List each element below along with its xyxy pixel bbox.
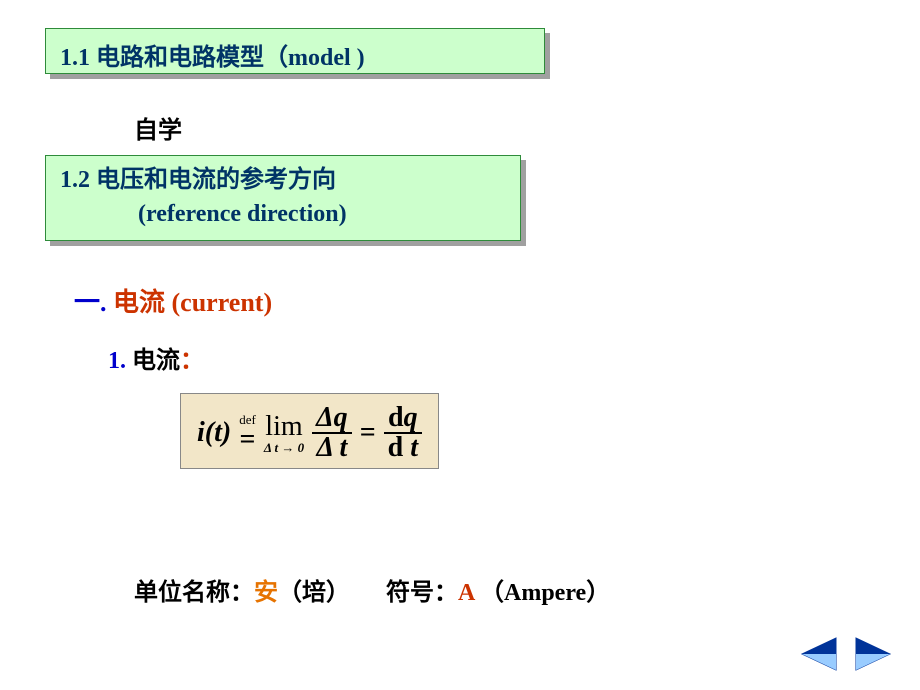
triangle-right-icon [852,636,896,672]
formula-frac-1: Δq Δ t [312,404,352,462]
section-1-title: 1.1 电路和电路模型（model ) [60,45,365,71]
next-button[interactable] [852,636,896,672]
self-study-label: 自学 [134,118,182,144]
formula-frac-2: dq d t [384,404,422,462]
unit-part-1: 安 [254,580,278,606]
self-study-text: 自学 [134,110,182,145]
section-2-title-line2: (reference direction) [60,198,506,232]
subheading-prefix: 1. [108,348,132,374]
prev-button[interactable] [796,636,840,672]
unit-part-3: 符号： [350,580,458,606]
heading-current-main: 电流 (current) [113,288,272,317]
subheading-main: 电流 [132,348,180,374]
formula-eq-2: = [360,417,376,449]
section-1-title-box: 1.1 电路和电路模型（model ) [45,28,545,74]
unit-line: 单位名称：安（培） 符号：A （Ampere） [134,572,610,607]
section-2-title-box: 1.2 电压和电流的参考方向 (reference direction) [45,155,521,241]
subheading-current: 1. 电流： [108,340,204,375]
triangle-left-icon [796,636,840,672]
formula-lim: lim Δ t → 0 [264,413,304,454]
slide: 1.1 电路和电路模型（model ) 自学 1.2 电压和电流的参考方向 (r… [0,0,920,690]
section-2-title-line1: 1.2 电压和电流的参考方向 [60,164,506,198]
unit-part-0: 单位名称： [134,580,254,606]
unit-part-4: A [458,580,474,606]
unit-part-2: （培） [278,580,350,606]
subheading-suffix: ： [180,348,204,374]
formula-def-eq: def = [239,413,256,454]
heading-current: 一. 电流 (current) [74,282,272,319]
formula-box: i(t) def = lim Δ t → 0 Δq Δ t = dq d t [180,393,439,469]
unit-part-5: （Ampere） [474,580,610,606]
heading-current-prefix: 一. [74,288,113,317]
formula-lhs: i(t) [197,417,231,449]
